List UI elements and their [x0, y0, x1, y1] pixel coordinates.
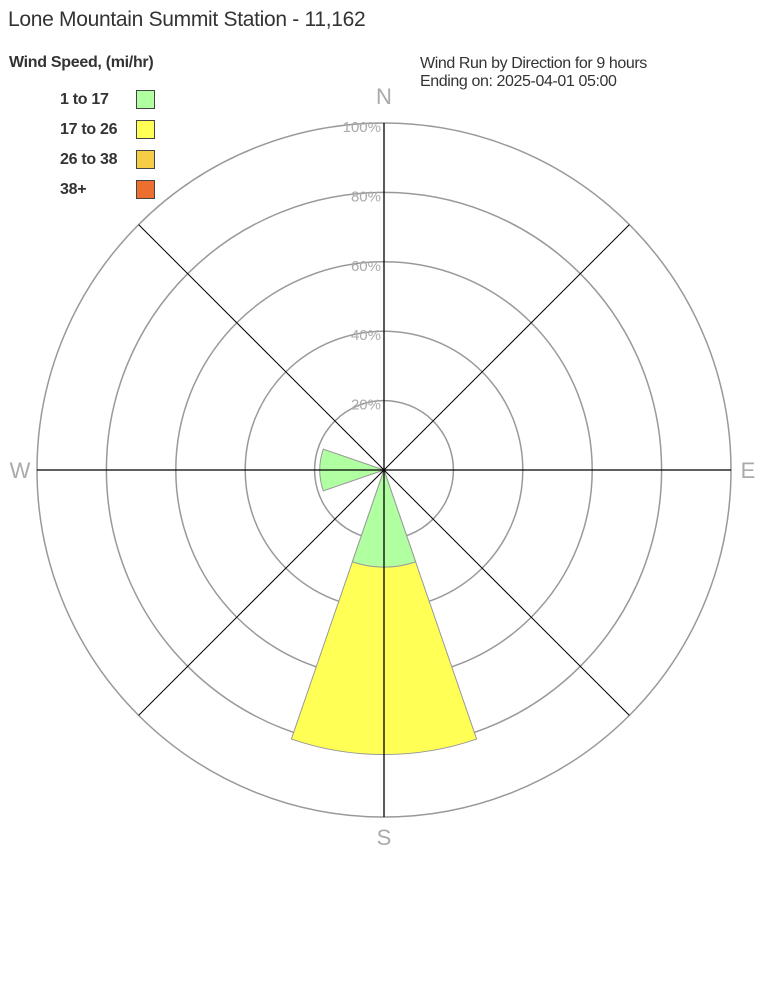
compass-label-E: E: [741, 458, 756, 483]
radial-tick-label: 80%: [351, 188, 381, 205]
radial-tick-label: 60%: [351, 258, 381, 275]
chart-title: Lone Mountain Summit Station - 11,162: [8, 8, 366, 31]
legend-swatch: [136, 180, 155, 199]
subtitle-line-2: Ending on: 2025-04-01 05:00: [420, 73, 617, 90]
chart-subtitle: Wind Run by Direction for 9 hours Ending…: [420, 55, 647, 91]
legend-label: 1 to 17: [60, 91, 109, 108]
legend-title: Wind Speed, (mi/hr): [9, 54, 154, 71]
legend-label: 38+: [60, 181, 87, 198]
spoke-line: [383, 224, 630, 471]
spoke-line: [138, 224, 385, 471]
legend-swatch: [136, 150, 155, 169]
radial-tick-label: 100%: [343, 119, 381, 136]
radial-tick-label: 20%: [351, 397, 381, 414]
compass-label-S: S: [377, 825, 392, 850]
legend-swatch: [136, 120, 155, 139]
legend-label: 26 to 38: [60, 151, 118, 168]
legend-swatch: [136, 90, 155, 109]
radial-tick-label: 40%: [351, 327, 381, 344]
legend-label: 17 to 26: [60, 121, 118, 138]
compass-label-N: N: [376, 84, 392, 109]
spoke-line: [383, 469, 630, 716]
compass-label-W: W: [10, 458, 31, 483]
subtitle-line-1: Wind Run by Direction for 9 hours: [420, 55, 647, 72]
spoke-line: [138, 469, 385, 716]
